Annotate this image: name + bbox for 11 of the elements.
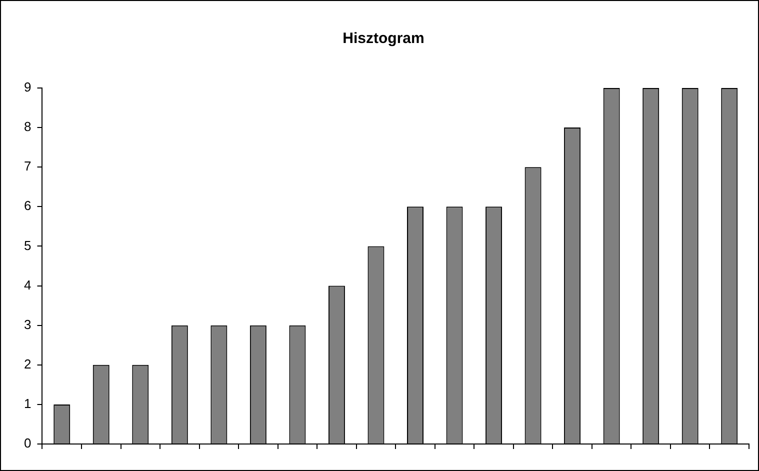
y-tick-label: 4 (24, 277, 32, 292)
y-tick-label: 5 (24, 238, 32, 253)
y-tick-label: 3 (24, 316, 32, 332)
y-tick-label: 8 (24, 119, 32, 134)
y-tick-label: 0 (24, 436, 32, 451)
y-tick-label: 9 (24, 80, 32, 95)
y-tick-label: 1 (24, 396, 32, 412)
y-tick-label: 7 (24, 158, 32, 174)
y-tick-label: 2 (24, 356, 32, 372)
chart-title: Hisztogram (342, 30, 424, 48)
y-tick-label: 6 (24, 198, 32, 214)
